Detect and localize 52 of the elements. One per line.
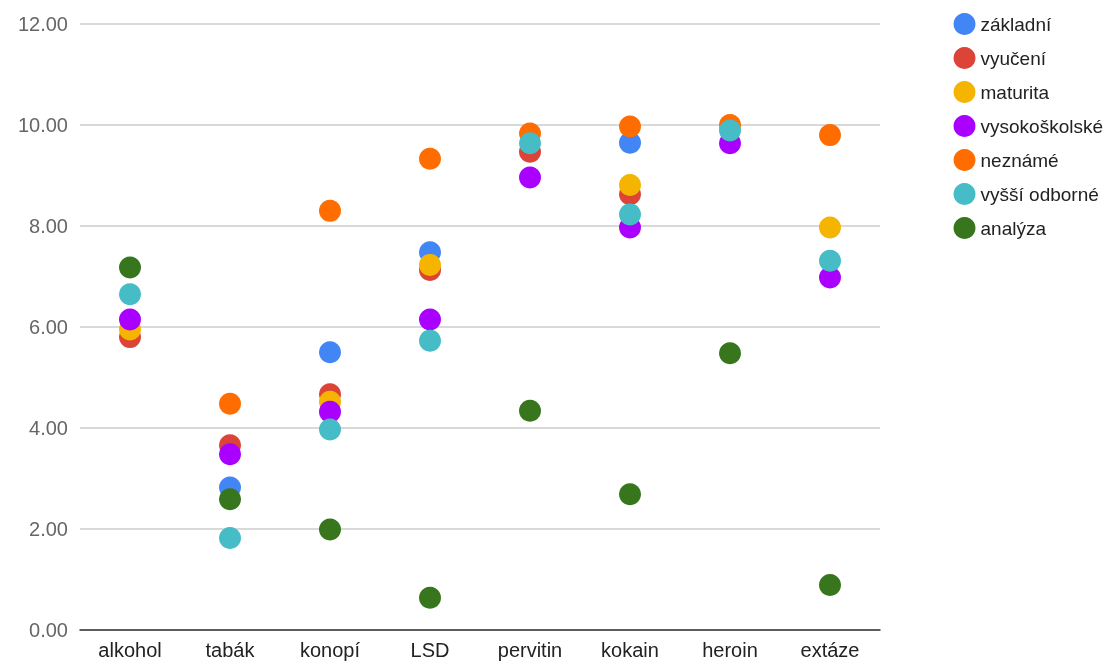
point: [119, 283, 141, 306]
point: [219, 527, 241, 550]
point: [419, 586, 441, 609]
point: [619, 115, 641, 138]
point: [519, 399, 541, 422]
y-tick-label: 8.00: [29, 215, 68, 237]
x-tick-label: extáze: [800, 639, 860, 661]
y-tick-label: 0.00: [29, 619, 68, 641]
point: [419, 253, 441, 276]
y-tick-label: 10.00: [17, 114, 68, 136]
legend-label: analýza: [980, 217, 1047, 239]
point: [319, 518, 341, 541]
x-tick-label: konopí: [299, 639, 361, 661]
point: [319, 341, 341, 364]
legend-label: vyšší odborné: [980, 183, 1099, 205]
x-tick-label: pervitin: [497, 639, 563, 661]
point: [419, 308, 441, 331]
point: [319, 400, 341, 423]
legend-label: maturita: [980, 81, 1050, 103]
y-tick-label: 6.00: [29, 316, 68, 338]
point: [719, 342, 741, 365]
point: [119, 308, 141, 331]
y-tick-label: 2.00: [29, 518, 68, 540]
y-tick-label: 12.00: [17, 13, 68, 35]
point: [819, 249, 841, 272]
point: [819, 216, 841, 239]
point: [319, 418, 341, 441]
legend-label: základní: [980, 13, 1052, 35]
point: [119, 256, 141, 279]
point: [219, 488, 241, 511]
point: [219, 392, 241, 415]
legend-label: vysokoškolské: [980, 115, 1104, 137]
point: [719, 119, 741, 142]
point: [619, 203, 641, 226]
point: [819, 124, 841, 147]
point: [419, 147, 441, 170]
y-tick-label: 4.00: [29, 417, 68, 439]
point: [619, 174, 641, 197]
x-tick-label: tabák: [205, 639, 256, 661]
point: [419, 329, 441, 352]
point: [819, 574, 841, 597]
legend-label: neznámé: [980, 149, 1059, 171]
x-tick-label: alkohol: [98, 639, 162, 661]
x-tick-label: kokain: [601, 639, 659, 661]
point: [619, 483, 641, 506]
legend-label: vyučení: [980, 47, 1047, 69]
x-tick-label: heroin: [702, 639, 758, 661]
point: [319, 199, 341, 222]
point: [219, 443, 241, 466]
x-tick-label: LSD: [410, 639, 450, 661]
point: [519, 166, 541, 189]
point: [519, 132, 541, 155]
